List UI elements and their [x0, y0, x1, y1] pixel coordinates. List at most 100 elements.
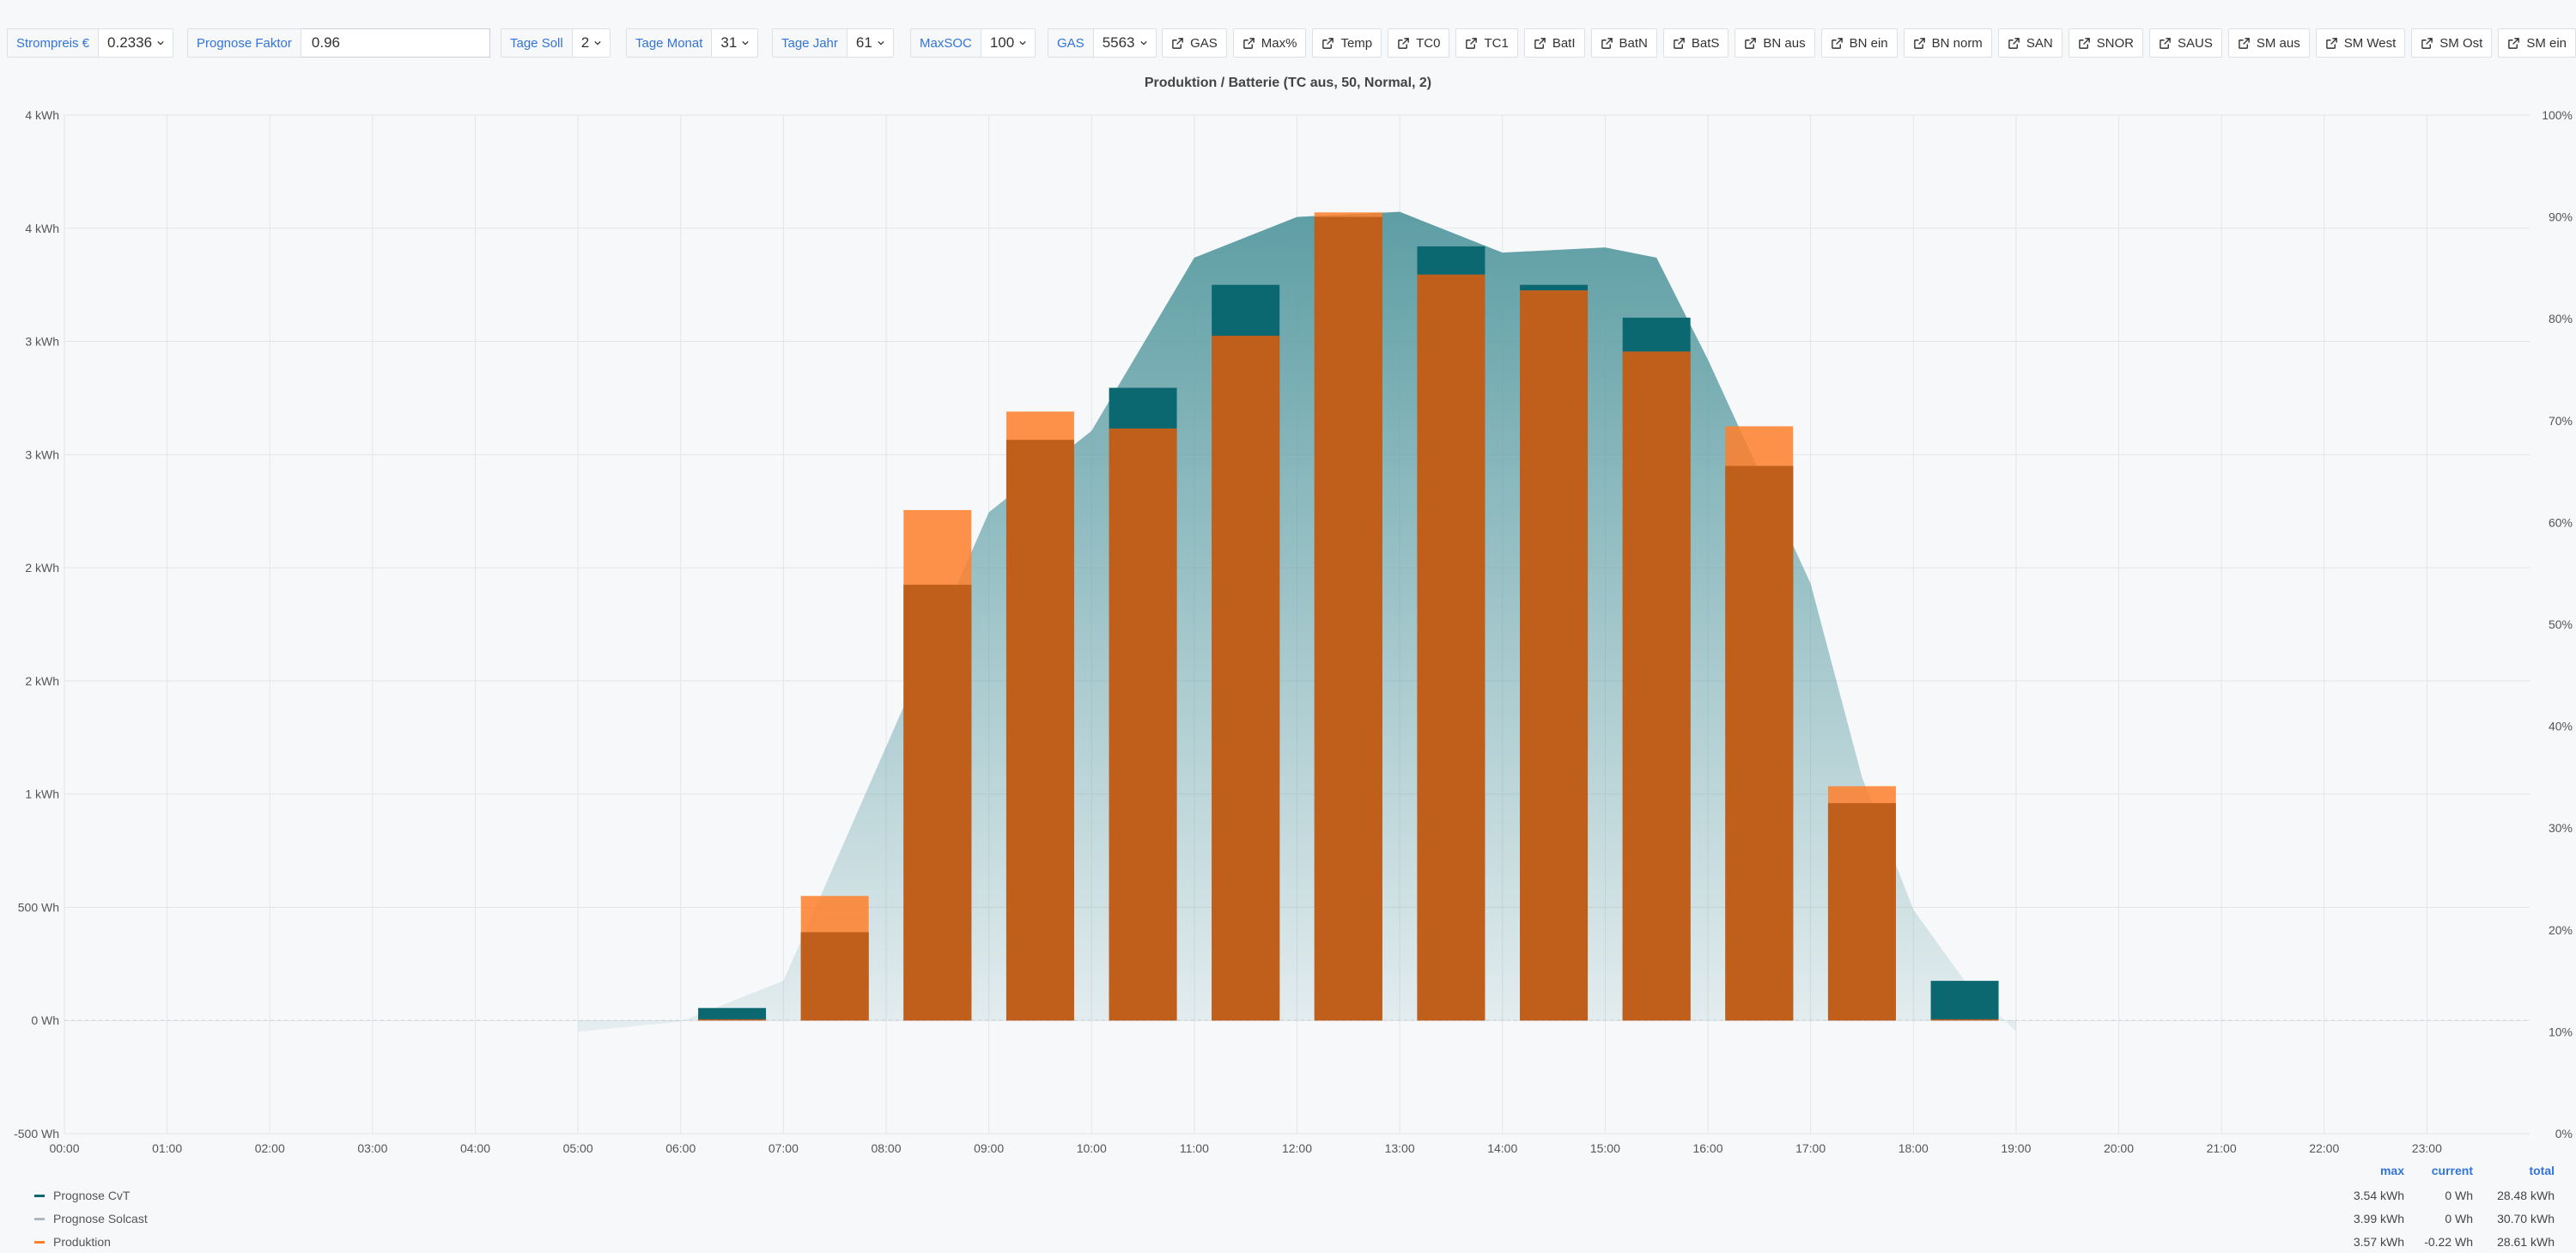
x-axis-tick: 00:00 — [49, 1141, 79, 1155]
strompreis-select[interactable]: 0.2336 — [99, 28, 174, 58]
dashboard-link-sm-ost[interactable]: SM Ost — [2411, 28, 2493, 58]
dashboard-link-bn-ein[interactable]: BN ein — [1820, 28, 1898, 58]
gas-select[interactable]: 5563 — [1093, 28, 1157, 58]
external-link-icon — [1242, 37, 1255, 49]
legend-header-total[interactable]: total — [2529, 1164, 2555, 1177]
bar-prognose-cvt — [698, 1007, 767, 1021]
dashboard-link-label: BN aus — [1763, 35, 1806, 51]
dashboard-link-label: BatI — [1552, 35, 1576, 51]
tage-monat-variable: Tage Monat 31 — [626, 28, 759, 59]
legend-row[interactable]: Produktion 3.57 kWh -0.22 Wh 28.61 kWh — [0, 1231, 2576, 1253]
production-battery-chart: -500 Wh 0 Wh 500 Wh 1 kWh 2 kWh 2 kWh 3 kWh 3 k… — [14, 108, 2573, 1155]
dashboard-link-bn-norm[interactable]: BN norm — [1903, 28, 1992, 58]
y-axis-right-tick: 80% — [2549, 312, 2573, 325]
dashboard-link-sm-west[interactable]: SM West — [2315, 28, 2406, 58]
external-link-icon — [2078, 37, 2090, 49]
dashboard-link-snor[interactable]: SNOR — [2068, 28, 2143, 58]
external-link-icon — [2239, 37, 2250, 49]
legend-swatch — [34, 1194, 45, 1197]
y-axis-left-tick: 1 kWh — [25, 788, 59, 801]
dashboard-link-max-[interactable]: Max% — [1232, 28, 1307, 58]
dashboard-link-label: SM West — [2343, 35, 2397, 51]
dashboard-link-bn-aus[interactable]: BN aus — [1735, 28, 1815, 58]
x-axis-tick: 21:00 — [2207, 1141, 2237, 1155]
prognose-faktor-label: Prognose Faktor — [187, 28, 301, 58]
external-link-icon — [2421, 37, 2433, 49]
tage-soll-variable: Tage Soll 2 — [501, 28, 611, 59]
legend-total-value: 28.61 kWh — [2497, 1235, 2555, 1249]
dashboard-link-label: SAN — [2026, 35, 2053, 51]
tage-monat-value: 31 — [720, 34, 738, 51]
x-axis-tick: 08:00 — [871, 1141, 901, 1155]
dashboard-link-sm-ein[interactable]: SM ein — [2498, 28, 2576, 58]
dashboard-link-gas[interactable]: GAS — [1162, 28, 1227, 58]
dashboard-toolbar: Strompreis € 0.2336 Prognose Faktor Tage… — [0, 0, 2576, 86]
soc-area — [578, 211, 2016, 1032]
dashboard-link-temp[interactable]: Temp — [1312, 28, 1382, 58]
dashboard-link-bati[interactable]: BatI — [1523, 28, 1585, 58]
x-axis-tick: 15:00 — [1590, 1141, 1620, 1155]
tage-jahr-select[interactable]: 61 — [847, 28, 894, 58]
legend-swatch — [34, 1240, 45, 1244]
legend-current-value: 0 Wh — [2445, 1212, 2473, 1226]
external-link-icon — [2508, 37, 2520, 49]
maxsoc-label: MaxSOC — [910, 28, 981, 58]
tage-soll-select[interactable]: 2 — [572, 28, 611, 58]
y-axis-right-tick: 20% — [2549, 923, 2573, 937]
x-axis-tick: 19:00 — [2001, 1141, 2031, 1155]
y-axis-right-tick: 60% — [2549, 515, 2573, 529]
strompreis-value: 0.2336 — [107, 34, 153, 51]
dashboard-link-label: Max% — [1261, 35, 1297, 51]
dashboard-link-sm-aus[interactable]: SM aus — [2227, 28, 2310, 58]
dashboard-link-label: BatN — [1619, 35, 1648, 51]
y-axis-left-tick: 4 kWh — [25, 108, 59, 122]
prognose-faktor-input[interactable] — [301, 28, 490, 58]
tage-monat-select[interactable]: 31 — [712, 28, 759, 58]
chevron-down-icon — [1019, 40, 1026, 46]
x-axis-tick: 07:00 — [769, 1141, 799, 1155]
legend-header-max[interactable]: max — [2379, 1164, 2404, 1177]
legend-header-current[interactable]: current — [2431, 1164, 2473, 1177]
y-axis-left-tick: 500 Wh — [18, 900, 59, 914]
dashboard-link-bats[interactable]: BatS — [1662, 28, 1729, 58]
legend-row[interactable]: Prognose CvT 3.54 kWh 0 Wh 28.48 kWh — [0, 1184, 2576, 1207]
legend-series-name[interactable]: Prognose Solcast — [53, 1212, 148, 1226]
chevron-down-icon — [1139, 40, 1147, 46]
dashboard-link-batn[interactable]: BatN — [1590, 28, 1657, 58]
dashboard-link-tc0[interactable]: TC0 — [1388, 28, 1450, 58]
external-link-icon — [2160, 37, 2171, 49]
tage-monat-label: Tage Monat — [626, 28, 713, 58]
bar-overlap — [1520, 290, 1589, 1021]
y-axis-right-tick: 0% — [2555, 1127, 2573, 1140]
dashboard-link-saus[interactable]: SAUS — [2149, 28, 2222, 58]
y-axis-right-tick: 50% — [2549, 617, 2573, 631]
y-axis-left-tick: -500 Wh — [14, 1127, 59, 1140]
dashboard-link-label: TC1 — [1484, 35, 1509, 51]
y-axis-right-tick: 40% — [2549, 720, 2573, 733]
dashboard-link-tc1[interactable]: TC1 — [1455, 28, 1518, 58]
x-axis-tick: 16:00 — [1692, 1141, 1722, 1155]
y-axis-right-tick: 100% — [2542, 108, 2573, 122]
strompreis-label: Strompreis € — [7, 28, 100, 58]
dashboard-link-label: SM aus — [2256, 35, 2300, 51]
dashboard-link-label: SAUS — [2178, 35, 2213, 51]
legend-total-value: 30.70 kWh — [2497, 1212, 2555, 1226]
tage-jahr-label: Tage Jahr — [772, 28, 848, 58]
y-axis-left-tick: 0 Wh — [31, 1013, 59, 1027]
dashboard-link-san[interactable]: SAN — [1997, 28, 2063, 58]
x-axis-tick: 17:00 — [1795, 1141, 1826, 1155]
maxsoc-variable: MaxSOC 100 — [910, 28, 1036, 59]
legend-row[interactable]: Prognose Solcast 3.99 kWh 0 Wh 30.70 kWh — [0, 1207, 2576, 1230]
tage-jahr-value: 61 — [855, 34, 872, 51]
x-axis-tick: 20:00 — [2104, 1141, 2134, 1155]
chevron-down-icon — [594, 40, 601, 46]
maxsoc-select[interactable]: 100 — [981, 28, 1036, 58]
external-link-icon — [1745, 37, 1757, 49]
external-link-icon — [1534, 37, 1546, 49]
legend-series-name[interactable]: Prognose CvT — [53, 1189, 131, 1202]
tage-soll-value: 2 — [580, 34, 590, 51]
bar-overlap — [1314, 216, 1382, 1021]
legend-series-name[interactable]: Produktion — [53, 1235, 111, 1249]
gas-variable: GAS 5563 — [1048, 28, 1157, 59]
legend-total-value: 28.48 kWh — [2497, 1189, 2555, 1202]
